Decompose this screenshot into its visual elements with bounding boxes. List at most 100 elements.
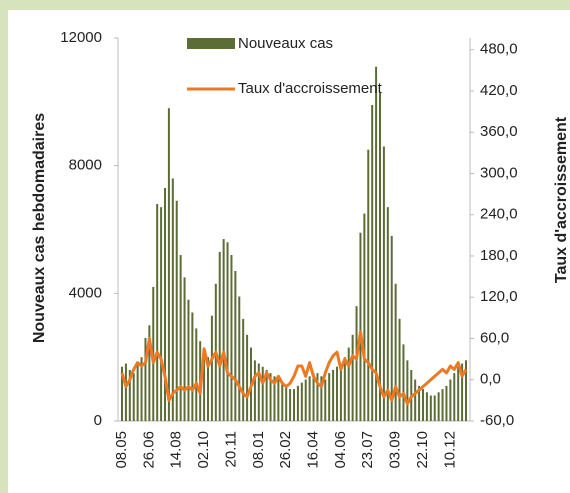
y2-axis-title: Taux d'accroissement <box>553 116 570 283</box>
bar <box>191 312 194 421</box>
bar <box>375 66 378 421</box>
x-tick-label: 23.07 <box>359 431 376 469</box>
x-tick-label: 08.05 <box>113 431 130 469</box>
y-tick-label: 4000 <box>69 284 102 301</box>
bar <box>187 299 190 421</box>
bar <box>289 389 292 421</box>
bar <box>437 392 440 421</box>
x-tick-label: 02.10 <box>195 431 212 469</box>
bar <box>265 369 268 421</box>
bar <box>156 203 159 421</box>
line <box>120 330 468 406</box>
x-tick-label: 20.11 <box>222 431 239 467</box>
bar <box>347 347 350 421</box>
bar <box>179 255 182 421</box>
bar <box>371 105 374 422</box>
bar <box>148 325 151 421</box>
bar <box>160 207 163 421</box>
y2-tick-label: -60,0 <box>480 412 514 429</box>
bar <box>175 200 178 421</box>
bar <box>425 392 428 421</box>
y-tick-label: 0 <box>94 412 102 429</box>
bar <box>136 363 139 421</box>
bar <box>394 283 397 421</box>
bar <box>269 373 272 421</box>
y2-tick-label: 240,0 <box>480 206 518 223</box>
bar <box>124 363 127 421</box>
x-tick-label: 08.01 <box>250 431 267 469</box>
bar <box>132 373 135 421</box>
x-tick-label: 10.12 <box>441 431 458 469</box>
bar <box>128 369 131 421</box>
legend-label: Taux d'accroissement <box>238 80 383 97</box>
x-tick-label: 26.02 <box>277 431 294 469</box>
legend-swatch <box>187 38 235 49</box>
bar <box>379 92 381 421</box>
bar <box>140 357 143 421</box>
y2-tick-label: 180,0 <box>480 247 518 264</box>
bar <box>406 360 409 421</box>
bar <box>207 357 209 421</box>
bar <box>277 379 280 421</box>
bar <box>261 366 264 421</box>
bar <box>351 334 354 421</box>
bar <box>332 369 335 421</box>
bar <box>285 385 288 421</box>
bar <box>121 366 123 421</box>
x-tick-label: 22.10 <box>414 431 431 469</box>
bar <box>336 366 338 421</box>
bar <box>320 376 323 421</box>
legend-label: Nouveaux cas <box>238 35 333 52</box>
bar <box>238 296 241 421</box>
bar <box>167 108 170 421</box>
y-tick-label: 12000 <box>60 29 102 46</box>
bar <box>210 315 213 421</box>
x-tick-label: 16.04 <box>305 431 322 469</box>
bar <box>218 251 221 421</box>
bar <box>164 188 166 421</box>
bar <box>429 395 432 421</box>
bar <box>281 382 284 421</box>
bar <box>273 376 276 421</box>
bar <box>465 360 467 421</box>
bar <box>461 363 464 421</box>
bar <box>355 306 358 421</box>
y2-tick-label: 300,0 <box>480 164 518 181</box>
x-tick-label: 14.08 <box>168 431 185 469</box>
bar <box>144 338 147 421</box>
bar <box>230 255 233 421</box>
bar <box>242 318 245 421</box>
bar <box>449 379 452 421</box>
bar <box>253 360 256 421</box>
bar <box>339 363 342 421</box>
x-tick-label: 26.06 <box>140 431 157 469</box>
x-tick-label: 04.06 <box>332 431 349 469</box>
y2-tick-label: 120,0 <box>480 288 518 305</box>
frame-left <box>0 0 8 493</box>
bar <box>308 376 311 421</box>
y-axis-title: Nouveaux cas hebdomadaires <box>31 113 48 343</box>
bar <box>359 232 362 421</box>
bar <box>234 270 237 421</box>
bar <box>195 328 198 421</box>
bar <box>445 385 448 421</box>
bar <box>343 357 346 421</box>
bar <box>422 389 424 421</box>
bar <box>367 149 370 422</box>
x-tick-label: 03.09 <box>387 431 404 469</box>
bar <box>293 389 295 421</box>
y2-tick-label: 480,0 <box>480 41 518 58</box>
bar <box>441 389 444 421</box>
bar <box>304 379 307 421</box>
y2-tick-label: 60,0 <box>480 329 509 346</box>
bar <box>453 373 456 421</box>
bar <box>398 318 401 421</box>
bar <box>390 235 393 421</box>
bar <box>316 373 319 421</box>
bar <box>257 363 260 421</box>
y2-tick-label: 420,0 <box>480 82 518 99</box>
bar <box>226 242 229 421</box>
bar <box>312 373 315 421</box>
bar <box>328 373 331 421</box>
